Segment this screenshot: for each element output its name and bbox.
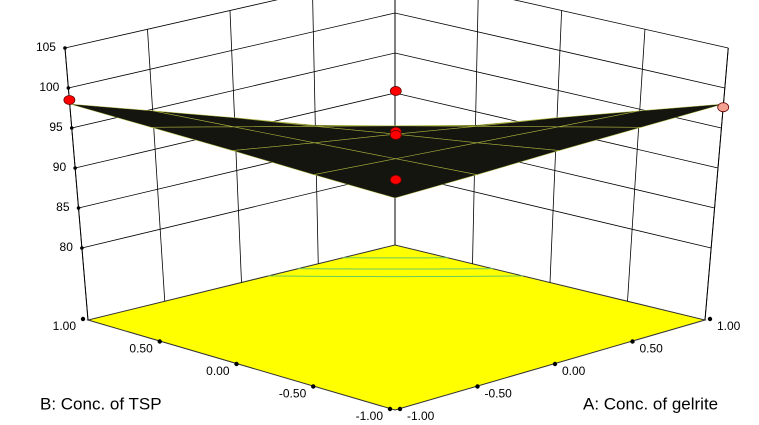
z-tick-label: 95 — [49, 120, 63, 134]
grid-line — [64, 0, 729, 49]
a-axis-title: A: Conc. of gelrite — [583, 394, 718, 413]
b-tick-label: -1.00 — [356, 409, 384, 423]
a-tick — [552, 361, 558, 367]
z-tick-label: 100 — [39, 80, 59, 94]
a-tick-label: -0.50 — [485, 387, 513, 401]
a-tick — [475, 384, 480, 389]
grid-line — [64, 47, 89, 321]
z-tick-label: 85 — [56, 200, 70, 214]
b-tick — [387, 406, 393, 412]
design-point — [63, 95, 76, 105]
z-tick-label: 80 — [60, 240, 74, 254]
grid-line — [68, 12, 725, 89]
a-tick — [630, 339, 635, 344]
b-tick — [234, 361, 239, 367]
b-tick — [311, 384, 316, 389]
a-tick — [397, 406, 403, 412]
b-tick-label: -0.50 — [279, 387, 307, 401]
z-tick-label: 90 — [53, 160, 67, 174]
b-tick-label: 1.00 — [53, 319, 77, 333]
b-tick-label: 0.50 — [129, 342, 153, 356]
b-tick-label: 0.00 — [206, 364, 230, 378]
design-point — [389, 174, 402, 185]
a-tick-label: -1.00 — [407, 409, 435, 423]
grid-line — [704, 47, 729, 321]
grid-line — [147, 29, 166, 302]
a-tick-label: 0.50 — [640, 342, 664, 356]
design-point — [389, 86, 402, 96]
design-point — [389, 130, 402, 140]
b-tick — [157, 339, 162, 344]
grid-line — [627, 29, 646, 302]
contour-line — [268, 275, 523, 278]
a-tick — [707, 316, 713, 322]
z-tick-label: 105 — [36, 40, 56, 54]
a-tick-label: 1.00 — [717, 319, 741, 333]
design-point — [717, 102, 730, 113]
floor — [86, 244, 707, 411]
a-tick-label: 0.00 — [562, 364, 586, 378]
b-tick — [80, 316, 86, 322]
b-axis-title: B: Conc. of TSP — [40, 394, 162, 413]
